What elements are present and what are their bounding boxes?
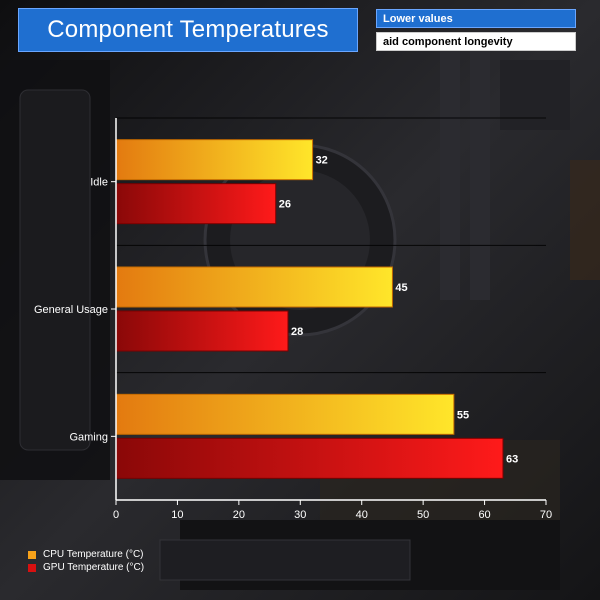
category-label: General Usage (34, 304, 108, 316)
category-label: Gaming (69, 431, 108, 443)
bar-cpu (115, 139, 314, 181)
data-label: 63 (506, 453, 518, 465)
bar-cpu (115, 393, 455, 435)
category-label: Idle (90, 177, 108, 189)
x-tick-label: 60 (478, 509, 490, 521)
legend-swatch-gpu (28, 563, 36, 572)
data-label: 32 (316, 155, 328, 167)
bar-cpu (115, 266, 393, 308)
legend-label-gpu: GPU Temperature (°C) (43, 562, 145, 573)
x-tick-label: 0 (113, 509, 119, 521)
note-component-longevity: aid component longevity (376, 32, 576, 51)
legend-item-cpu: CPU Temperature (°C) (28, 548, 144, 561)
legend: CPU Temperature (°C) GPU Temperature (°C… (28, 548, 144, 574)
legend-swatch-cpu (28, 550, 36, 559)
data-label: 55 (457, 409, 469, 421)
x-tick-label: 20 (233, 509, 245, 521)
legend-label-cpu: CPU Temperature (°C) (43, 549, 144, 560)
bar-gpu (115, 310, 289, 352)
data-label: 28 (291, 326, 303, 338)
bar-gpu (115, 437, 504, 479)
x-tick-label: 70 (540, 509, 552, 521)
x-tick-label: 40 (356, 509, 368, 521)
x-tick-label: 30 (294, 509, 306, 521)
x-tick-label: 10 (171, 509, 183, 521)
legend-item-gpu: GPU Temperature (°C) (28, 561, 144, 574)
x-tick-label: 50 (417, 509, 429, 521)
data-label: 26 (279, 199, 291, 211)
chart-title: Component Temperatures (18, 8, 358, 52)
bar-gpu (115, 183, 277, 225)
data-label: 45 (395, 282, 407, 294)
note-lower-values: Lower values (376, 9, 576, 28)
